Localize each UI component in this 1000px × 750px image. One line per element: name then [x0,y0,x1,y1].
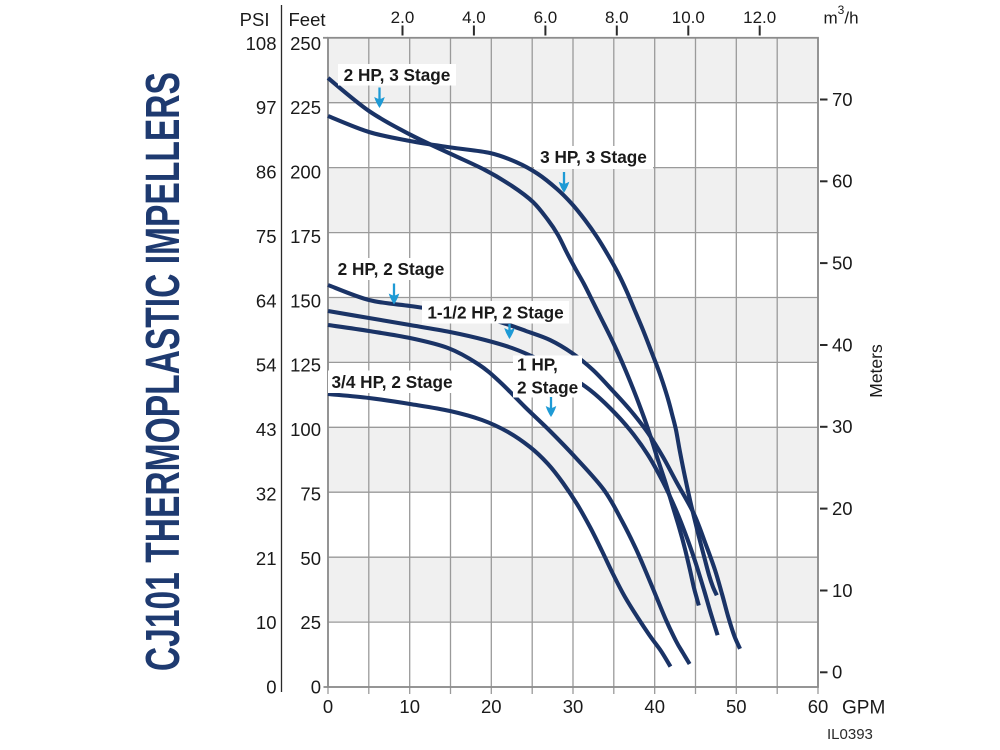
svg-text:225: 225 [290,97,321,118]
svg-text:2 HP, 3 Stage: 2 HP, 3 Stage [344,65,451,85]
svg-text:43: 43 [256,419,277,440]
svg-text:75: 75 [256,226,277,247]
svg-text:175: 175 [290,226,321,247]
svg-text:IL0393: IL0393 [827,726,873,743]
svg-text:4.0: 4.0 [462,8,486,27]
svg-text:10: 10 [256,612,277,633]
svg-text:50: 50 [832,252,853,273]
svg-text:30: 30 [832,416,853,437]
svg-text:20: 20 [481,696,502,717]
svg-text:20: 20 [832,498,853,519]
svg-text:Feet: Feet [289,9,326,30]
svg-text:64: 64 [256,290,277,311]
svg-text:0: 0 [311,677,321,698]
svg-text:40: 40 [644,696,665,717]
svg-text:0: 0 [266,677,276,698]
svg-text:10.0: 10.0 [672,8,705,27]
svg-text:50: 50 [300,548,321,569]
svg-text:200: 200 [290,162,321,183]
svg-text:70: 70 [832,89,853,110]
svg-text:86: 86 [256,162,277,183]
svg-text:250: 250 [290,33,321,54]
svg-text:2 HP, 2 Stage: 2 HP, 2 Stage [338,259,445,279]
svg-text:8.0: 8.0 [605,8,629,27]
svg-text:60: 60 [808,696,829,717]
svg-text:0: 0 [832,662,842,683]
svg-text:GPM: GPM [842,698,885,719]
svg-text:60: 60 [832,171,853,192]
svg-text:54: 54 [256,355,277,376]
svg-text:1 HP,: 1 HP, [517,355,558,375]
svg-text:3/4 HP, 2 Stage: 3/4 HP, 2 Stage [331,372,452,392]
svg-text:3 HP, 3 Stage: 3 HP, 3 Stage [540,147,647,167]
svg-text:2.0: 2.0 [391,8,415,27]
svg-text:21: 21 [256,548,277,569]
svg-text:150: 150 [290,290,321,311]
svg-text:40: 40 [832,334,853,355]
svg-text:PSI: PSI [240,9,270,30]
svg-text:75: 75 [300,483,321,504]
svg-text:10: 10 [832,580,853,601]
svg-text:6.0: 6.0 [534,8,558,27]
svg-text:2 Stage: 2 Stage [517,378,578,398]
svg-text:30: 30 [563,696,584,717]
svg-text:12.0: 12.0 [743,8,776,27]
svg-text:25: 25 [300,612,321,633]
svg-text:Meters: Meters [866,344,886,398]
svg-text:32: 32 [256,483,277,504]
svg-text:1-1/2 HP, 2 Stage: 1-1/2 HP, 2 Stage [427,303,563,323]
svg-text:10: 10 [399,696,420,717]
svg-text:CJ101 THERMOPLASTIC IMPELLERS: CJ101 THERMOPLASTIC IMPELLERS [137,72,190,671]
svg-text:100: 100 [290,419,321,440]
svg-text:108: 108 [246,33,277,54]
svg-text:50: 50 [726,696,747,717]
svg-text:97: 97 [256,97,277,118]
svg-text:125: 125 [290,355,321,376]
svg-text:0: 0 [323,696,333,717]
